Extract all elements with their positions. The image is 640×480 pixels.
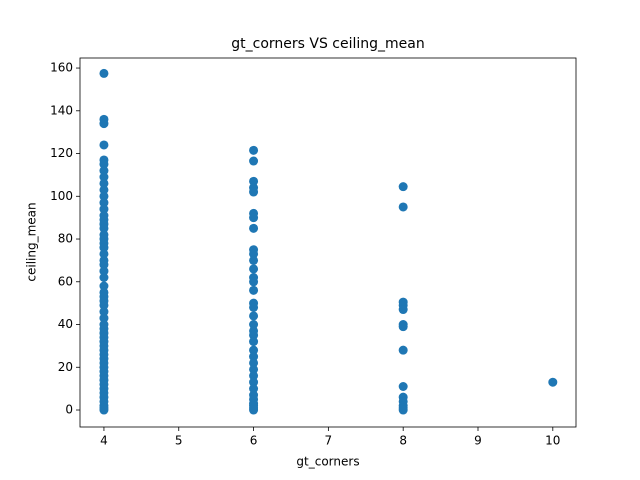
point: [398, 182, 408, 192]
point: [99, 281, 109, 291]
point: [249, 264, 259, 274]
point: [99, 198, 109, 208]
y-tick-label: 0: [65, 403, 73, 417]
x-axis-label: gt_corners: [296, 455, 359, 469]
point: [249, 320, 259, 330]
x-tick-label: 8: [399, 434, 407, 448]
y-tick-label: 120: [50, 146, 73, 160]
point: [398, 202, 408, 212]
point: [99, 223, 109, 233]
point: [249, 187, 259, 197]
y-tick-label: 80: [58, 232, 73, 246]
point: [249, 311, 259, 321]
point: [398, 381, 408, 391]
point: [99, 172, 109, 182]
point: [249, 330, 259, 340]
point: [249, 145, 259, 155]
point: [99, 243, 109, 253]
point: [249, 285, 259, 295]
x-tick-label: 7: [325, 434, 333, 448]
point: [249, 352, 259, 362]
point: [99, 313, 109, 323]
point: [249, 223, 259, 233]
y-axis-label: ceiling_mean: [25, 202, 39, 281]
x-tick-label: 5: [175, 434, 183, 448]
point: [398, 405, 408, 415]
point: [249, 277, 259, 287]
y-tick-label: 40: [58, 317, 73, 331]
point: [99, 260, 109, 270]
point: [249, 302, 259, 312]
point: [249, 156, 259, 166]
point: [249, 213, 259, 223]
point: [398, 345, 408, 355]
point: [99, 166, 109, 176]
y-tick-label: 20: [58, 360, 73, 374]
y-tick-label: 60: [58, 274, 73, 288]
point: [249, 384, 259, 394]
point: [398, 322, 408, 332]
point: [249, 405, 259, 415]
point: [249, 176, 259, 186]
point: [99, 204, 109, 214]
point: [398, 305, 408, 315]
point: [249, 337, 259, 347]
point: [249, 358, 259, 368]
chart-title: gt_corners VS ceiling_mean: [231, 36, 425, 52]
point: [99, 185, 109, 195]
point: [99, 249, 109, 259]
point: [99, 307, 109, 317]
plot-frame: [79, 57, 577, 428]
point: [99, 191, 109, 201]
point: [99, 272, 109, 282]
x-tick-label: 6: [250, 434, 258, 448]
point: [249, 371, 259, 381]
point: [249, 255, 259, 265]
point: [99, 140, 109, 150]
x-tick-label: 4: [100, 434, 108, 448]
point: [249, 377, 259, 387]
x-tick-label: 9: [474, 434, 482, 448]
point: [99, 159, 109, 169]
y-tick-label: 160: [50, 61, 73, 75]
point: [99, 266, 109, 276]
y-tick-label: 100: [50, 189, 73, 203]
point: [99, 300, 109, 310]
y-tick-label: 140: [50, 103, 73, 117]
point: [249, 249, 259, 259]
point: [99, 68, 109, 78]
x-tick-label: 10: [545, 434, 560, 448]
point: [249, 364, 259, 374]
point: [99, 178, 109, 188]
point: [249, 345, 259, 355]
point: [548, 377, 558, 387]
point: [99, 119, 109, 129]
point: [99, 405, 109, 415]
